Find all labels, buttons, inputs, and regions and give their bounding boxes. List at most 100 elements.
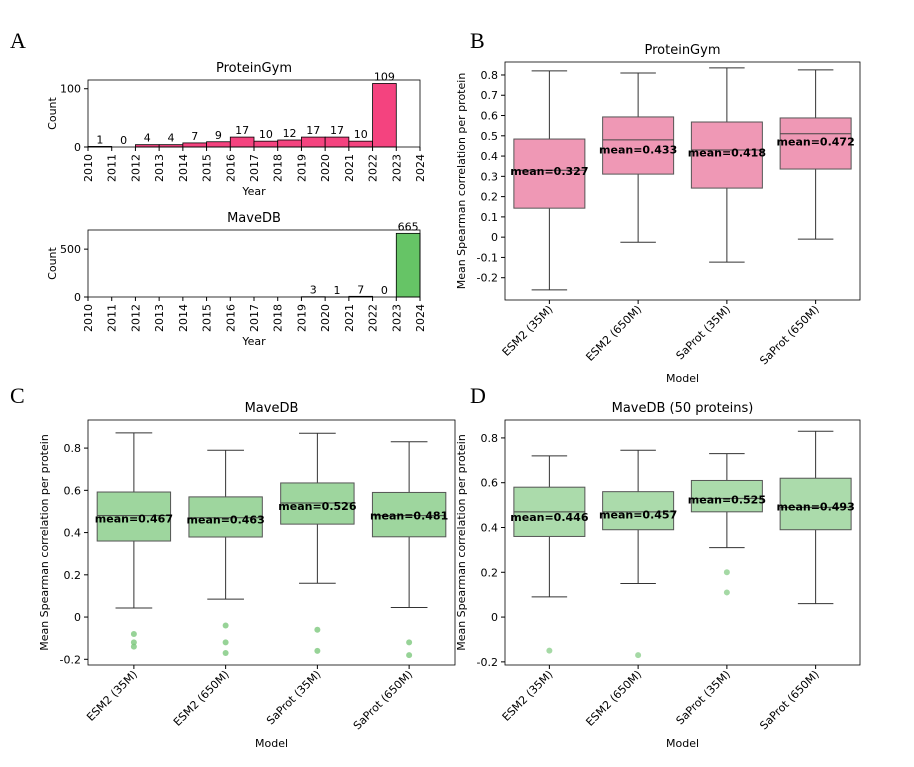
bar bbox=[229, 136, 255, 148]
y-tick-label: 0 bbox=[74, 141, 81, 154]
y-tick-label: -0.2 bbox=[477, 272, 498, 285]
x-tick-label: SaProt (650M) bbox=[351, 668, 415, 732]
box bbox=[779, 477, 852, 531]
y-axis-label: Mean Spearman correlation per protein bbox=[455, 73, 468, 290]
count-label: 1 bbox=[334, 284, 341, 297]
y-tick-label: -0.2 bbox=[60, 653, 81, 666]
mean-label: mean=0.525 bbox=[688, 494, 766, 507]
x-axis-label: Model bbox=[255, 737, 288, 750]
bar bbox=[206, 141, 231, 148]
mean-label: mean=0.418 bbox=[688, 146, 766, 159]
mean-label: mean=0.493 bbox=[777, 501, 855, 514]
axes-frame bbox=[504, 61, 861, 301]
box bbox=[96, 491, 172, 542]
count-label: 9 bbox=[215, 129, 222, 142]
count-label: 10 bbox=[354, 128, 368, 141]
x-tick-label: 2018 bbox=[272, 304, 285, 332]
outlier bbox=[222, 622, 229, 629]
box bbox=[779, 117, 852, 170]
box bbox=[513, 138, 586, 209]
outlier bbox=[222, 639, 229, 646]
x-tick-label: ESM2 (650M) bbox=[171, 668, 232, 729]
x-axis-label: Year bbox=[241, 335, 266, 348]
box bbox=[371, 491, 447, 538]
mean-label: mean=0.463 bbox=[187, 513, 265, 526]
y-tick-label: 0.4 bbox=[481, 521, 499, 534]
bar bbox=[301, 136, 326, 148]
panel-letter: B bbox=[470, 28, 485, 53]
y-tick-label: 0.8 bbox=[481, 69, 499, 82]
count-label: 10 bbox=[259, 128, 273, 141]
y-tick-label: 0.2 bbox=[481, 566, 499, 579]
outlier bbox=[130, 639, 137, 646]
y-tick-label: 0.2 bbox=[64, 569, 82, 582]
x-tick-label: 2017 bbox=[248, 154, 261, 182]
x-tick-label: 2022 bbox=[367, 304, 380, 332]
x-tick-label: 2023 bbox=[390, 154, 403, 182]
mean-label: mean=0.446 bbox=[510, 511, 589, 524]
x-tick-label: 2010 bbox=[82, 304, 95, 332]
x-tick-label: ESM2 (650M) bbox=[583, 303, 644, 364]
x-tick-label: SaProt (650M) bbox=[757, 668, 821, 732]
y-tick-label: 0.7 bbox=[481, 89, 499, 102]
count-label: 17 bbox=[235, 124, 249, 137]
panel-letter: C bbox=[10, 383, 25, 408]
panel-letter: A bbox=[10, 28, 26, 53]
count-label: 7 bbox=[357, 283, 364, 296]
x-tick-label: 2013 bbox=[153, 154, 166, 182]
mean-label: mean=0.327 bbox=[510, 165, 588, 178]
outlier bbox=[314, 626, 321, 633]
mean-label: mean=0.481 bbox=[370, 509, 448, 522]
x-tick-label: SaProt (650M) bbox=[757, 303, 821, 367]
y-tick-label: -0.2 bbox=[477, 656, 498, 669]
count-label: 0 bbox=[381, 284, 388, 297]
x-tick-label: 2018 bbox=[272, 154, 285, 182]
y-tick-label: 0.8 bbox=[481, 432, 499, 445]
box bbox=[188, 496, 263, 538]
box bbox=[602, 491, 675, 531]
x-tick-label: 2024 bbox=[414, 304, 427, 332]
count-label: 109 bbox=[374, 70, 395, 83]
axes-frame bbox=[87, 229, 421, 298]
y-tick-label: -0.1 bbox=[477, 251, 498, 264]
count-label: 7 bbox=[191, 130, 198, 143]
outlier bbox=[130, 630, 137, 637]
count-label: 0 bbox=[120, 134, 127, 147]
x-tick-label: 2010 bbox=[82, 154, 95, 182]
x-tick-label: 2021 bbox=[343, 154, 356, 182]
x-tick-label: 2014 bbox=[177, 304, 190, 332]
y-axis-label: Count bbox=[46, 246, 59, 279]
x-tick-label: 2019 bbox=[295, 304, 308, 332]
x-tick-label: 2016 bbox=[224, 154, 237, 182]
count-label: 4 bbox=[168, 132, 175, 145]
y-tick-label: 0 bbox=[74, 611, 81, 624]
bar bbox=[348, 140, 373, 148]
x-tick-label: SaProt (35M) bbox=[264, 668, 323, 727]
bar bbox=[253, 140, 279, 148]
bar bbox=[372, 83, 397, 148]
count-label: 3 bbox=[310, 284, 317, 297]
x-tick-label: ESM2 (35M) bbox=[84, 668, 140, 724]
chart-title: ProteinGym bbox=[216, 61, 292, 76]
x-tick-label: 2017 bbox=[248, 304, 261, 332]
x-tick-label: 2023 bbox=[390, 304, 403, 332]
mean-label: mean=0.433 bbox=[599, 143, 677, 156]
box bbox=[690, 479, 763, 513]
box bbox=[280, 482, 355, 525]
y-axis-label: Mean Spearman correlation per protein bbox=[455, 434, 468, 651]
y-tick-label: 0.4 bbox=[481, 150, 499, 163]
outlier bbox=[723, 569, 730, 576]
x-tick-label: 2013 bbox=[153, 304, 166, 332]
x-tick-label: 2022 bbox=[367, 154, 380, 182]
y-tick-label: 0.2 bbox=[481, 191, 499, 204]
count-label: 1 bbox=[96, 133, 103, 146]
axes-frame bbox=[87, 419, 456, 666]
y-tick-label: 0 bbox=[74, 291, 81, 304]
y-axis-label: Count bbox=[46, 96, 59, 129]
count-label: 665 bbox=[398, 220, 419, 233]
outlier bbox=[406, 639, 413, 646]
x-axis-label: Model bbox=[666, 372, 699, 385]
x-tick-label: 2020 bbox=[319, 154, 332, 182]
panel-letter: D bbox=[470, 383, 486, 408]
